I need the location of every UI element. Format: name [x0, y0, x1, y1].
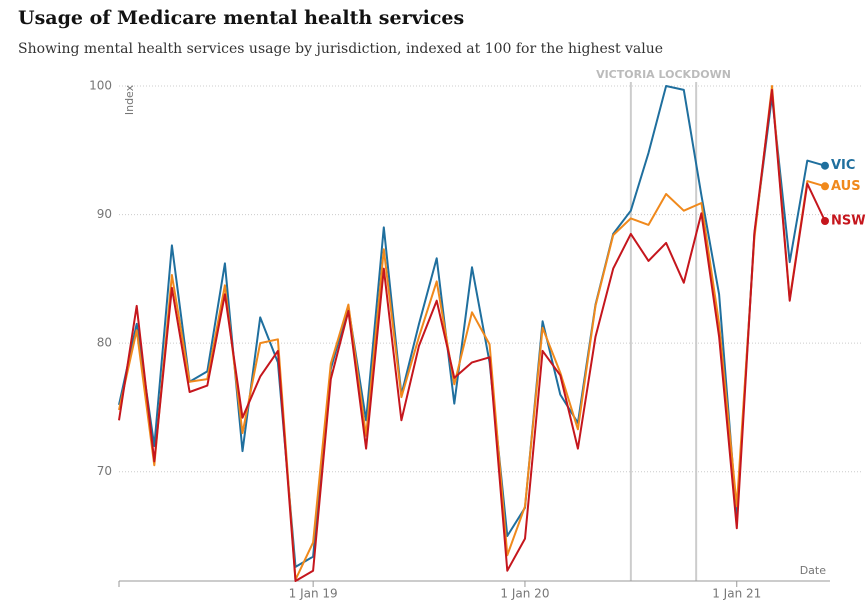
x-tick-label: 1 Jan 20: [500, 587, 549, 601]
y-tick-label: 80: [97, 336, 112, 350]
legend-label: AUS: [831, 179, 861, 194]
x-tick-label: 1 Jan 19: [289, 587, 338, 601]
y-tick-label: 90: [97, 207, 112, 221]
y-tick-label: 70: [97, 464, 112, 478]
x-axis-label: Date: [800, 564, 827, 577]
x-tick-label: 1 Jan 21: [712, 587, 761, 601]
chart-title: Usage of Medicare mental health services: [18, 7, 464, 29]
end-dot: [821, 161, 829, 170]
legend-label: NSW: [831, 214, 866, 229]
annotation: VICTORIA LOCKDOWN: [596, 68, 731, 81]
series-line: [118, 85, 826, 581]
y-axis-label: Index: [123, 84, 136, 115]
series-line: [118, 88, 826, 582]
legend-label: VIC: [831, 158, 855, 173]
chart-subtitle: Showing mental health services usage by …: [18, 41, 663, 57]
end-dot: [821, 182, 829, 191]
end-dot: [821, 217, 829, 225]
y-tick-label: 100: [89, 79, 112, 93]
